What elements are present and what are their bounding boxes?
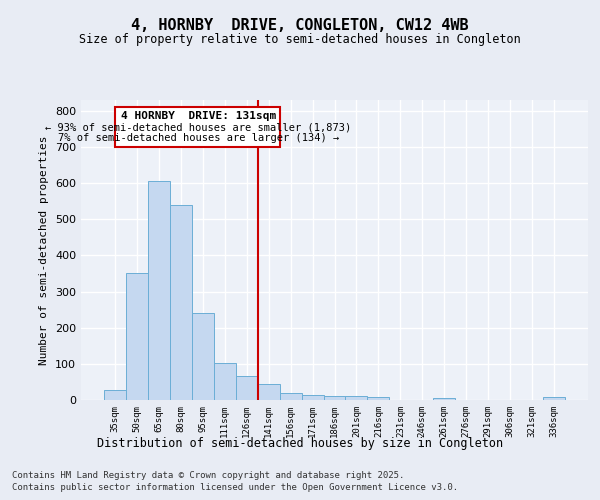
Bar	[126, 274, 148, 400]
Bar	[170, 205, 192, 400]
Bar	[148, 180, 170, 400]
Bar	[257, 384, 280, 400]
Bar	[433, 398, 455, 400]
Y-axis label: Number of semi-detached properties: Number of semi-detached properties	[40, 135, 49, 365]
Text: 7% of semi-detached houses are larger (134) →: 7% of semi-detached houses are larger (1…	[58, 134, 339, 143]
Text: Distribution of semi-detached houses by size in Congleton: Distribution of semi-detached houses by …	[97, 438, 503, 450]
Bar	[367, 397, 389, 400]
Text: ← 93% of semi-detached houses are smaller (1,873): ← 93% of semi-detached houses are smalle…	[45, 122, 352, 132]
Text: Size of property relative to semi-detached houses in Congleton: Size of property relative to semi-detach…	[79, 32, 521, 46]
FancyBboxPatch shape	[115, 107, 280, 147]
Text: 4, HORNBY  DRIVE, CONGLETON, CW12 4WB: 4, HORNBY DRIVE, CONGLETON, CW12 4WB	[131, 18, 469, 32]
Text: 4 HORNBY  DRIVE: 131sqm: 4 HORNBY DRIVE: 131sqm	[121, 111, 276, 121]
Bar	[192, 314, 214, 400]
Text: Contains HM Land Registry data © Crown copyright and database right 2025.: Contains HM Land Registry data © Crown c…	[12, 471, 404, 480]
Bar	[214, 363, 236, 400]
Bar	[323, 396, 346, 400]
Bar	[280, 393, 302, 400]
Bar	[346, 396, 367, 400]
Bar	[236, 376, 257, 400]
Text: Contains public sector information licensed under the Open Government Licence v3: Contains public sector information licen…	[12, 482, 458, 492]
Bar	[104, 390, 126, 400]
Bar	[543, 397, 565, 400]
Bar	[302, 396, 323, 400]
